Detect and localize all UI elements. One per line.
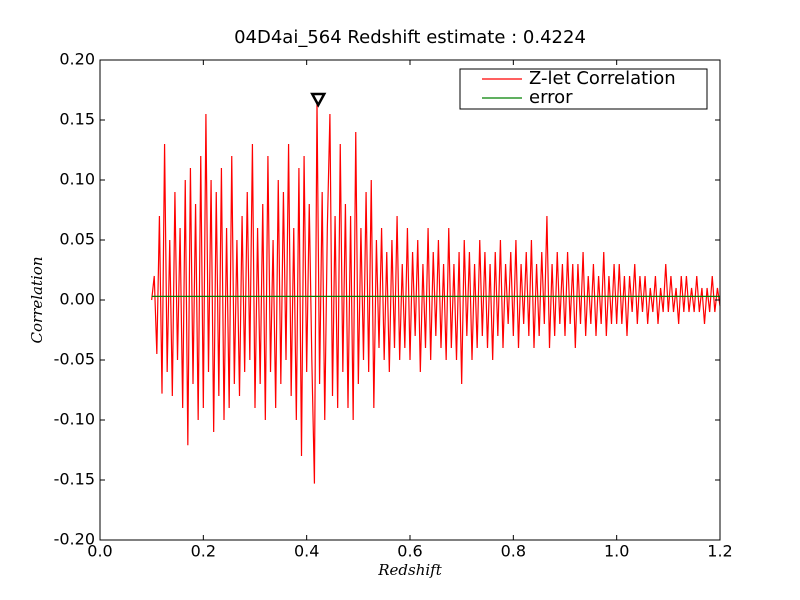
chart-title: 04D4ai_564 Redshift estimate : 0.4224	[234, 27, 586, 48]
x-tick-label: 0.8	[501, 542, 526, 561]
peak-marker	[310, 92, 327, 108]
y-tick-label: 0.10	[59, 170, 95, 189]
y-tick-label: -0.10	[54, 410, 95, 429]
y-tick-label: 0.15	[59, 110, 95, 129]
x-tick-label: 0.2	[191, 542, 216, 561]
legend-label: Z-let Correlation	[529, 68, 676, 89]
y-tick-label: 0.20	[59, 50, 95, 69]
y-tick-label: -0.05	[54, 350, 95, 369]
y-axis-label: Correlation	[28, 257, 46, 344]
y-tick-label: -0.20	[54, 530, 95, 549]
x-tick-label: 0.4	[294, 542, 319, 561]
x-tick-label: 0.6	[397, 542, 422, 561]
x-tick-label: 0.0	[87, 542, 112, 561]
y-tick-label: 0.00	[59, 290, 95, 309]
x-tick-label: 1.0	[604, 542, 629, 561]
legend-box	[459, 68, 708, 110]
y-tick-label: -0.15	[54, 470, 95, 489]
y-tick-label: 0.05	[59, 230, 95, 249]
legend-label: error	[529, 87, 573, 108]
x-tick-label: 1.2	[707, 542, 732, 561]
x-axis-label: Redshift	[377, 561, 442, 579]
